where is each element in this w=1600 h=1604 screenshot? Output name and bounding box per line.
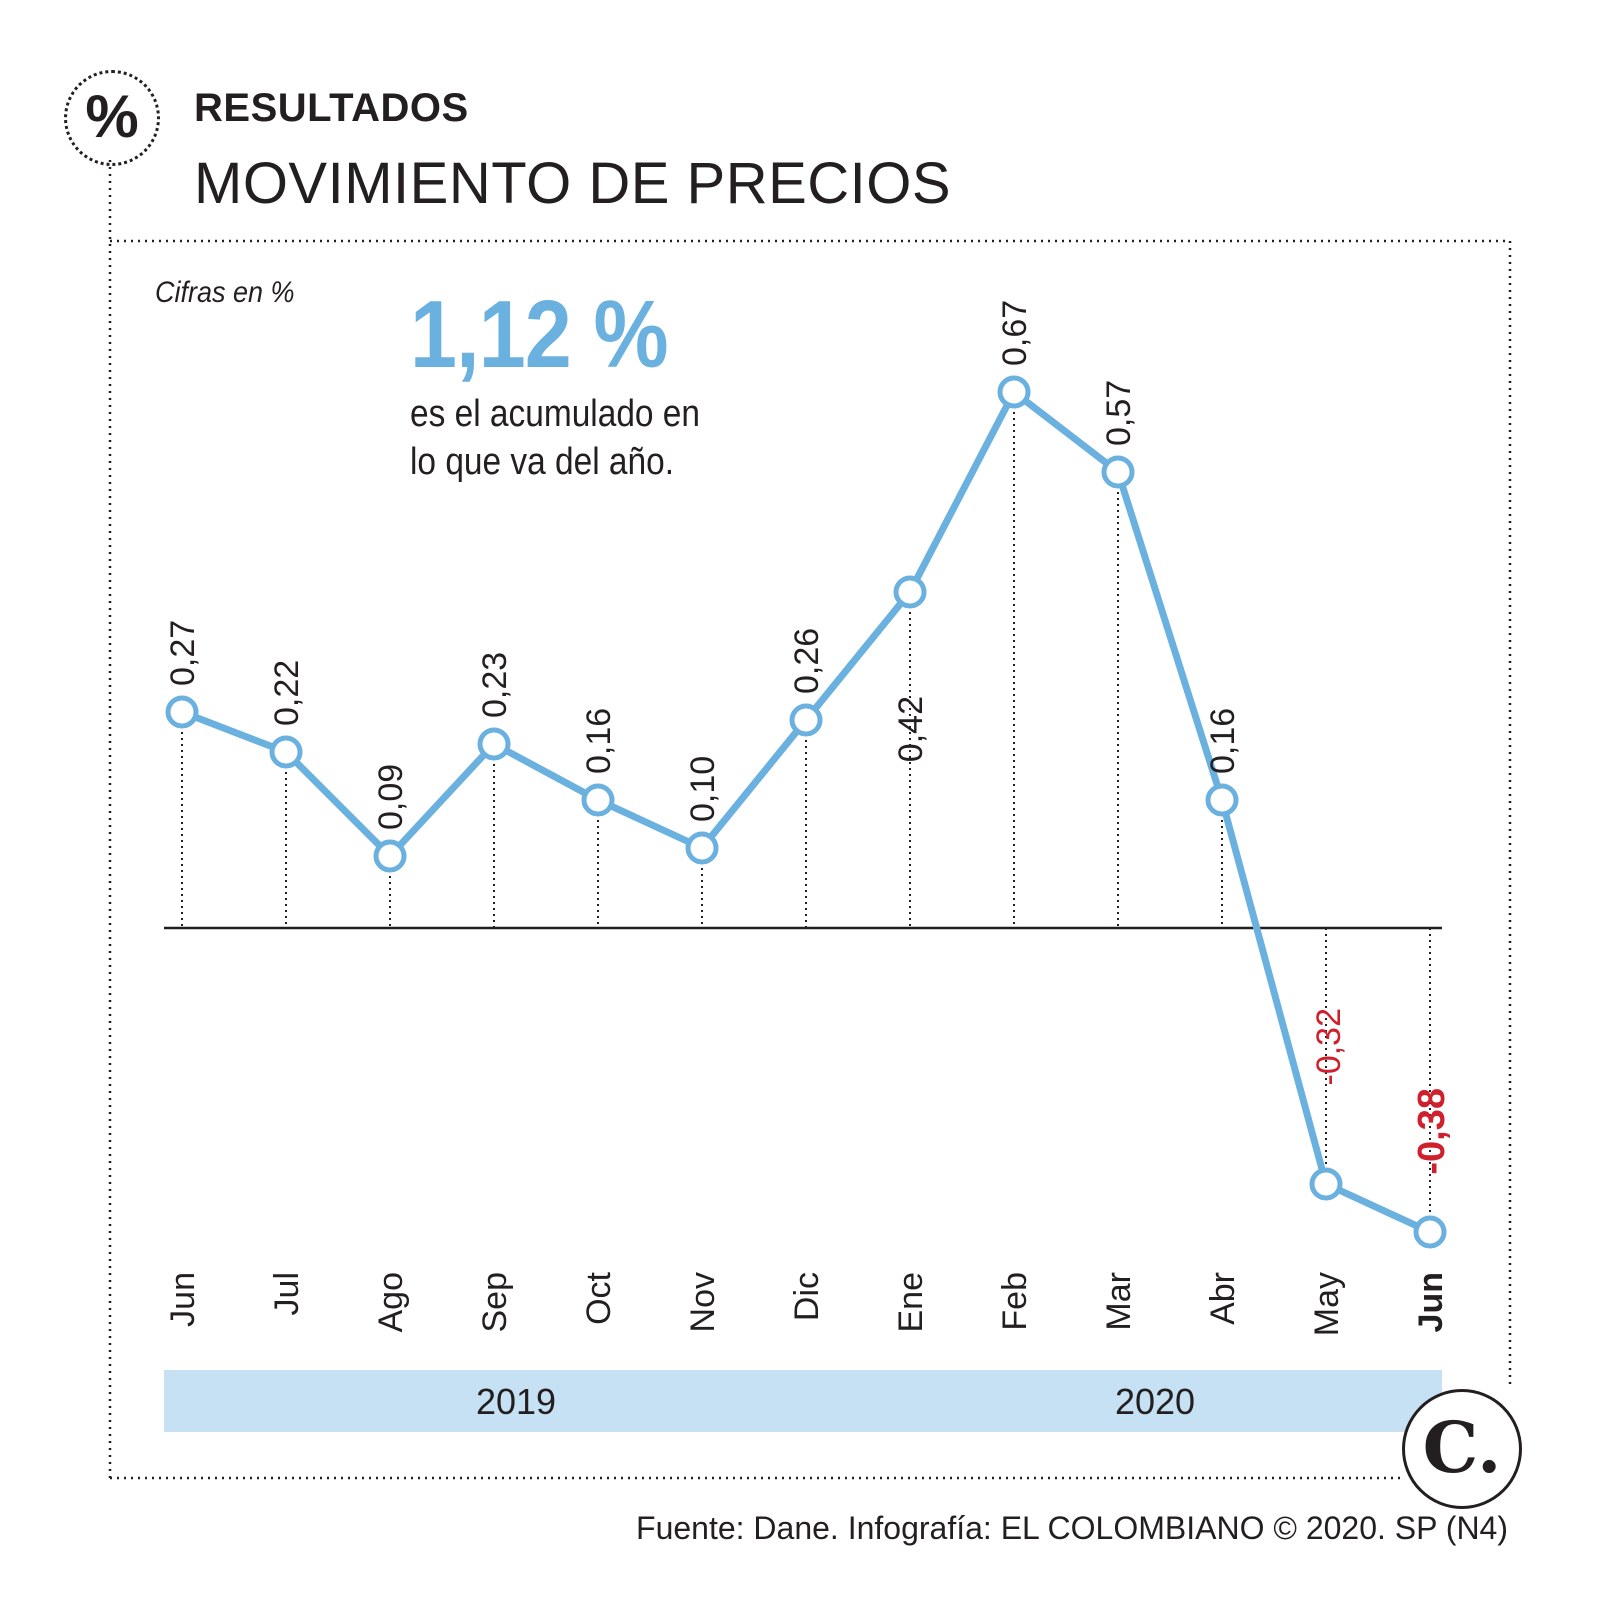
value-label: 0,16 (1204, 708, 1242, 774)
unit-note: Cifras en % (155, 276, 295, 309)
headline-value: 1,12 % (410, 281, 669, 388)
x-tick-label: May (1308, 1272, 1346, 1336)
x-tick-label: Jul (268, 1272, 306, 1315)
source-note: Fuente: Dane. Infografía: EL COLOMBIANO … (636, 1510, 1508, 1546)
value-label: 0,42 (892, 696, 930, 762)
headline-line-2: lo que va del año. (410, 441, 675, 483)
percent-badge-icon: % (64, 70, 160, 166)
data-point (1205, 783, 1239, 817)
x-tick-label: Nov (684, 1272, 722, 1332)
year-band (164, 1370, 868, 1432)
value-label: 0,09 (372, 764, 410, 830)
x-tick-label: Jun (164, 1272, 202, 1327)
data-point (1309, 1167, 1343, 1201)
value-label: -0,38 (1411, 1088, 1453, 1175)
year-band (868, 1370, 1442, 1432)
data-point (1101, 455, 1135, 489)
value-label: 0,22 (268, 660, 306, 726)
x-tick-label: Ago (372, 1272, 410, 1333)
x-tick-label: Oct (580, 1271, 618, 1324)
data-point (685, 831, 719, 865)
value-label: 0,27 (164, 620, 202, 686)
x-tick-label: Dic (788, 1272, 826, 1321)
value-label: 0,10 (684, 756, 722, 822)
data-point (997, 375, 1031, 409)
data-point (893, 575, 927, 609)
x-tick-label: Ene (892, 1272, 930, 1333)
section-label: RESULTADOS (194, 86, 469, 130)
value-label: 0,67 (996, 300, 1034, 366)
value-label: -0,32 (1310, 1008, 1348, 1086)
value-label: 0,26 (788, 628, 826, 694)
plot-area: 0,27 0,22 0,09 0,23 0,16 0,10 0,26 0,42 0,67 0,57… (164, 300, 1453, 1432)
chart-title: MOVIMIENTO DE PRECIOS (194, 151, 952, 216)
data-point (373, 839, 407, 873)
data-point (165, 695, 199, 729)
data-point (789, 703, 823, 737)
data-point (269, 735, 303, 769)
headline-description: es el acumulado en lo que va del año. (410, 390, 700, 486)
x-tick-label: Sep (476, 1272, 514, 1333)
x-tick-label: Abr (1204, 1272, 1242, 1325)
value-label: 0,57 (1100, 380, 1138, 446)
data-point (1413, 1215, 1447, 1249)
data-point (477, 727, 511, 761)
value-label: 0,23 (476, 652, 514, 718)
data-point (581, 783, 615, 817)
value-label: 0,16 (580, 708, 618, 774)
x-tick-label: Feb (996, 1272, 1034, 1331)
x-tick-label: Jun (1412, 1272, 1450, 1332)
year-label: 2020 (1115, 1381, 1195, 1422)
el-colombiano-logo: C. (1402, 1389, 1522, 1509)
x-tick-label: Mar (1100, 1272, 1138, 1331)
year-label: 2019 (476, 1381, 556, 1422)
headline-line-1: es el acumulado en (410, 393, 701, 435)
